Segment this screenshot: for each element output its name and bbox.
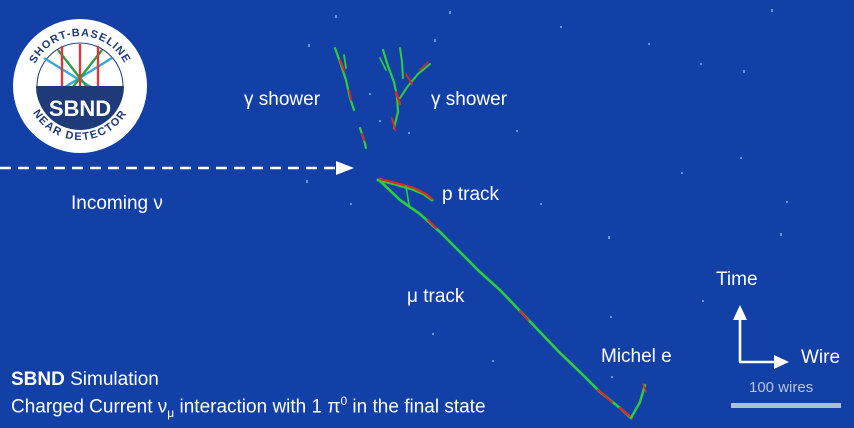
scale-bar-label: 100 wires — [749, 379, 814, 396]
time-axis-label: Time — [716, 269, 758, 290]
p-track-hits — [376, 177, 434, 202]
mu-track-hits — [378, 179, 634, 420]
gamma-shower-right-label: γ shower — [431, 89, 508, 110]
caption-line2-post: in the final state — [347, 396, 486, 418]
p-track-label: p track — [442, 184, 500, 205]
gamma-shower-left-label: γ shower — [244, 89, 321, 110]
caption-line2-mid: interaction with 1 π — [174, 396, 341, 418]
incoming-nu-label: Incoming ν — [71, 193, 163, 214]
caption-line2-pre: Charged Current ν — [11, 396, 168, 418]
mu-track-label: μ track — [407, 286, 465, 307]
caption-line2-sup: 0 — [340, 394, 348, 408]
caption-kind: Simulation — [70, 369, 159, 390]
noise-hits — [306, 9, 788, 378]
caption-experiment: SBND — [11, 369, 65, 390]
caption-line-1: SBND Simulation — [11, 370, 159, 389]
michel-e-label: Michel e — [601, 346, 672, 367]
axis-arrows — [733, 305, 789, 369]
gamma-shower-left-hits — [333, 46, 368, 150]
logo-center-text: SBND — [49, 96, 111, 121]
scale-bar — [731, 403, 841, 408]
incoming-nu-arrow — [0, 161, 354, 175]
michel-e-hits — [629, 383, 647, 420]
caption-line2-sub: μ — [167, 406, 175, 421]
wire-axis-label: Wire — [801, 347, 841, 368]
gamma-shower-right-hits — [379, 47, 431, 131]
sbnd-logo: SBND SHORT-BASELINE NEAR DETECTOR — [13, 19, 147, 153]
caption-line-2: Charged Current νμ interaction with 1 π0… — [11, 395, 486, 419]
